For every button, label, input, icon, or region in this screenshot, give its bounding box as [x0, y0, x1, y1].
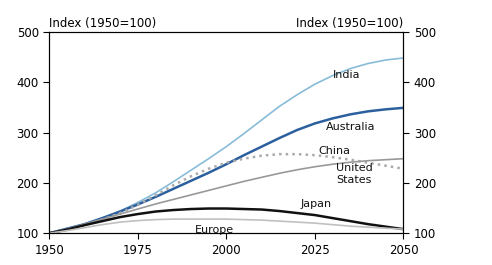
- Text: Index (1950=100): Index (1950=100): [296, 17, 403, 30]
- Text: Australia: Australia: [326, 122, 375, 132]
- Text: Europe: Europe: [194, 225, 234, 235]
- Text: Japan: Japan: [301, 199, 332, 209]
- Text: Index (1950=100): Index (1950=100): [49, 17, 156, 30]
- Text: India: India: [333, 70, 360, 80]
- Text: United
States: United States: [336, 163, 373, 185]
- Text: China: China: [318, 146, 350, 156]
